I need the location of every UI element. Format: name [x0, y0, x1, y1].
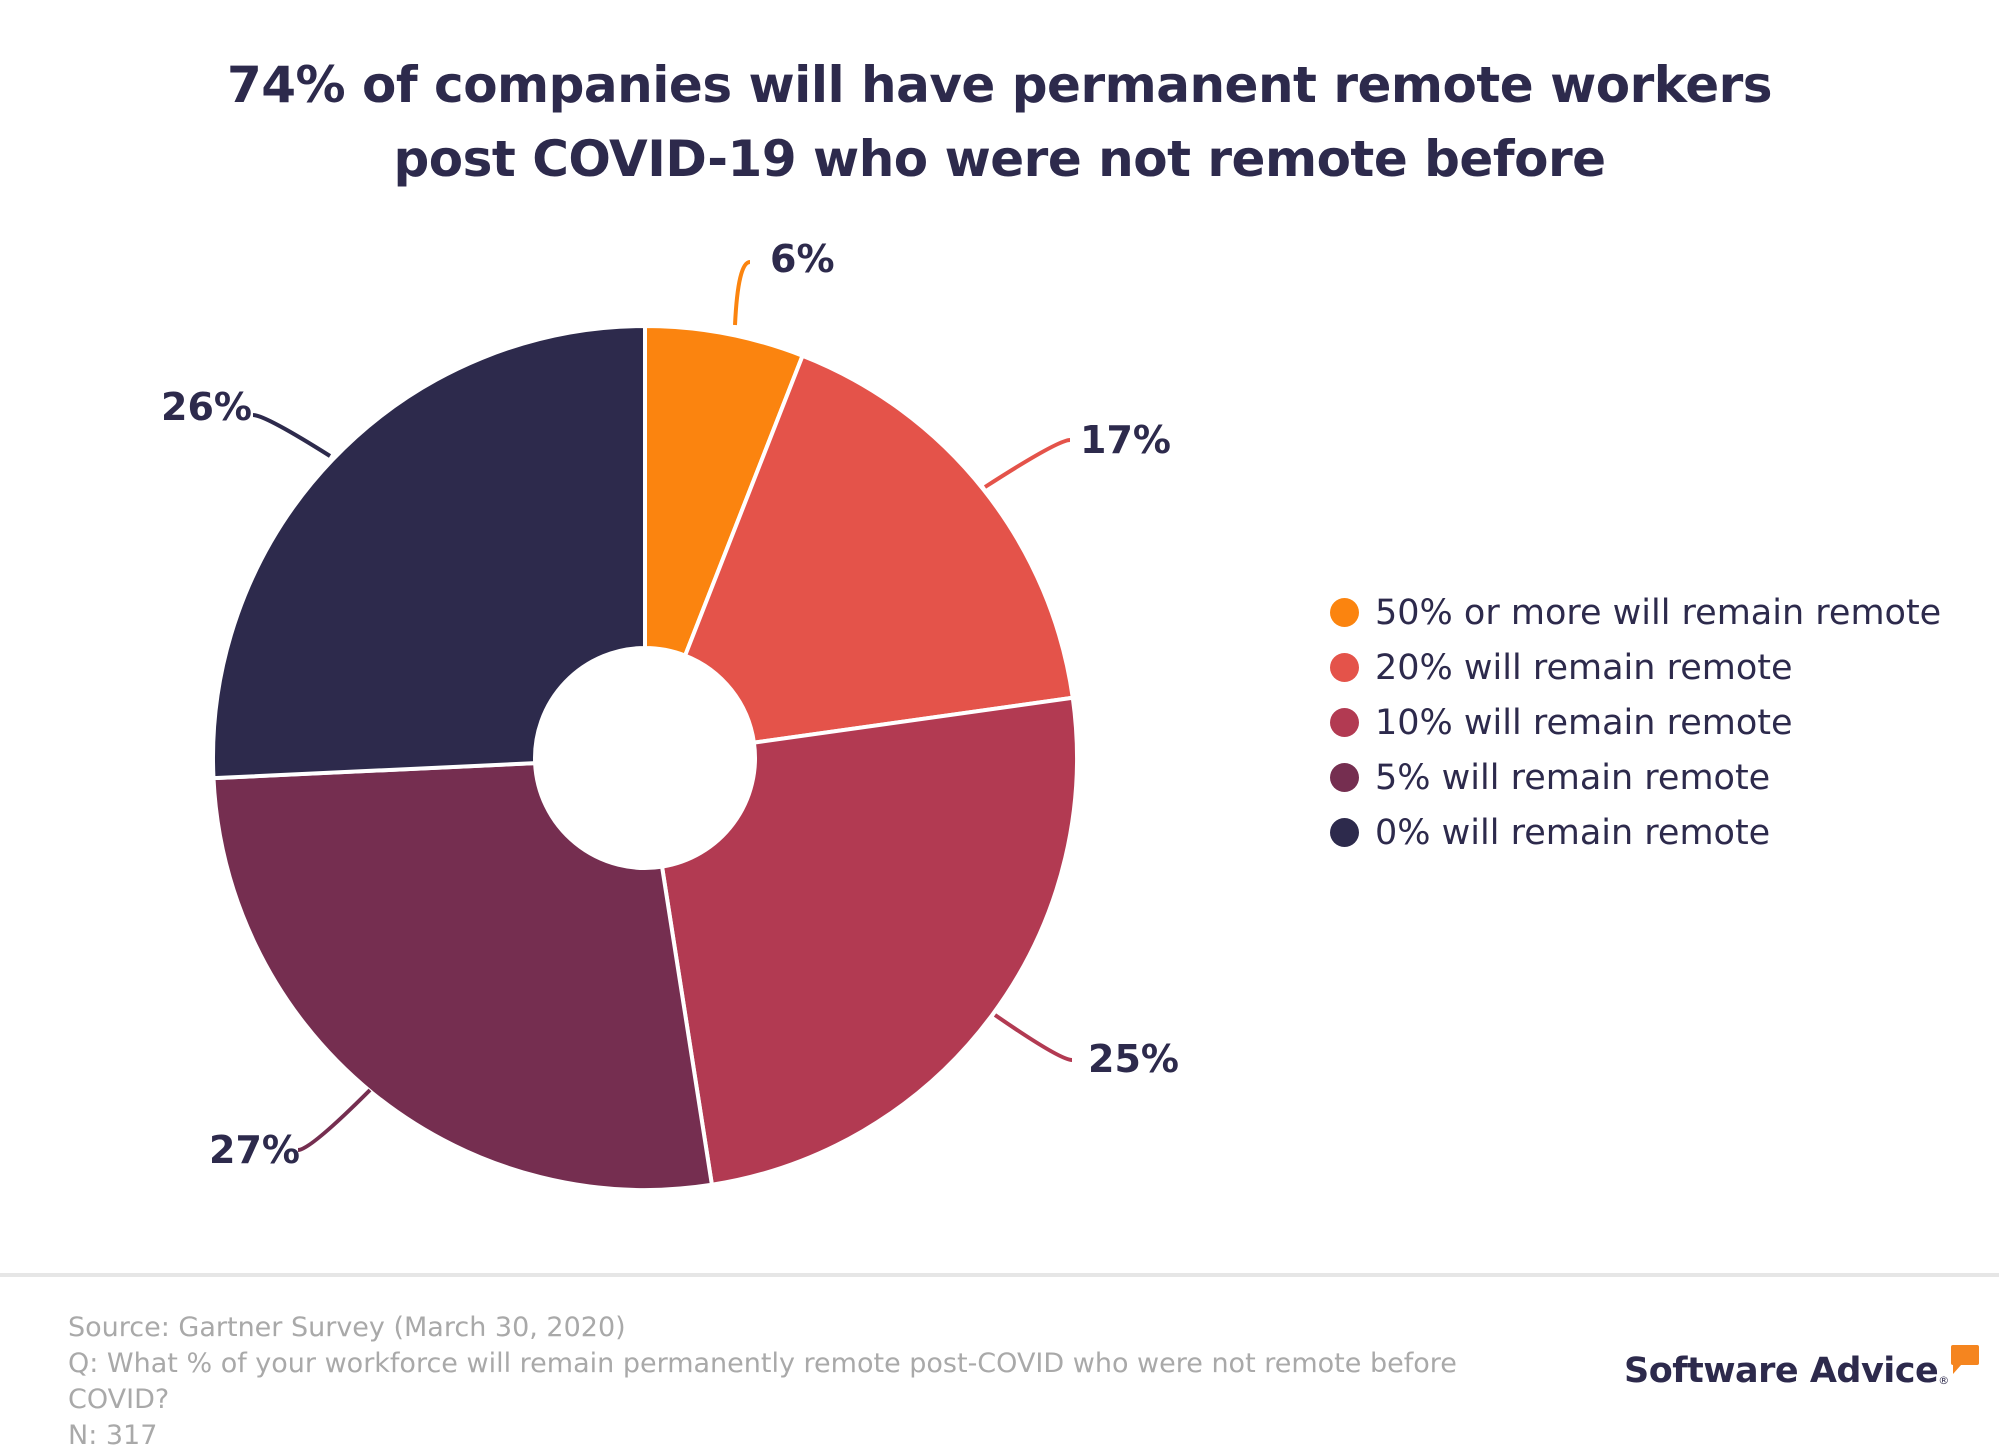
- leader-line: [297, 1088, 372, 1152]
- leader-line: [733, 260, 751, 326]
- software-advice-logo: Software Advice ®: [1624, 1345, 1980, 1391]
- chart-title-line-1: 74% of companies will have permanent rem…: [226, 56, 1773, 114]
- leader-line: [252, 413, 332, 458]
- data-label: 25%: [1088, 1037, 1179, 1081]
- chart-title-line-2: post COVID-19 who were not remote before: [393, 130, 1606, 188]
- logo-registered-mark: ®: [1938, 1374, 1950, 1387]
- legend-dot-icon: [1330, 818, 1359, 847]
- legend-item: 50% or more will remain remote: [1330, 585, 1941, 640]
- donut-slice: [682, 353, 1076, 745]
- footer-divider: [0, 1273, 1999, 1277]
- speech-bubble-icon: [1951, 1345, 1980, 1374]
- donut-slice: [659, 695, 1079, 1188]
- data-label: 26%: [161, 385, 252, 429]
- legend-label: 5% will remain remote: [1375, 757, 1771, 798]
- chart-title: 74% of companies will have permanent rem…: [0, 48, 1999, 196]
- leader-line: [983, 438, 1071, 489]
- donut-slice: [211, 761, 715, 1192]
- legend-label: 10% will remain remote: [1375, 702, 1793, 743]
- data-label: 6%: [770, 237, 835, 281]
- leader-line: [993, 1013, 1073, 1062]
- donut-slice: [211, 323, 647, 781]
- logo-text: Software Advice: [1624, 1351, 1939, 1391]
- footer-notes: Source: Gartner Survey (March 30, 2020) …: [68, 1310, 1488, 1454]
- donut-slice: [643, 323, 806, 659]
- legend-item: 10% will remain remote: [1330, 695, 1941, 750]
- question-note: Q: What % of your workforce will remain …: [68, 1348, 1457, 1415]
- legend: 50% or more will remain remote 20% will …: [1330, 585, 1941, 860]
- source-note: Source: Gartner Survey (March 30, 2020): [68, 1312, 626, 1343]
- data-label: 27%: [209, 1128, 300, 1172]
- data-labels: 6% 17% 25% 27% 26%: [161, 237, 1179, 1172]
- legend-label: 0% will remain remote: [1375, 812, 1771, 853]
- data-label: 17%: [1080, 418, 1171, 462]
- legend-dot-icon: [1330, 708, 1359, 737]
- legend-item: 5% will remain remote: [1330, 750, 1941, 805]
- label-leader-lines: [252, 260, 1073, 1152]
- legend-label: 50% or more will remain remote: [1375, 592, 1942, 633]
- sample-size-note: N: 317: [68, 1420, 158, 1451]
- legend-dot-icon: [1330, 653, 1359, 682]
- legend-dot-icon: [1330, 763, 1359, 792]
- legend-dot-icon: [1330, 598, 1359, 627]
- legend-item: 0% will remain remote: [1330, 805, 1941, 860]
- legend-item: 20% will remain remote: [1330, 640, 1941, 695]
- donut-slices: [211, 323, 1079, 1192]
- legend-label: 20% will remain remote: [1375, 647, 1793, 688]
